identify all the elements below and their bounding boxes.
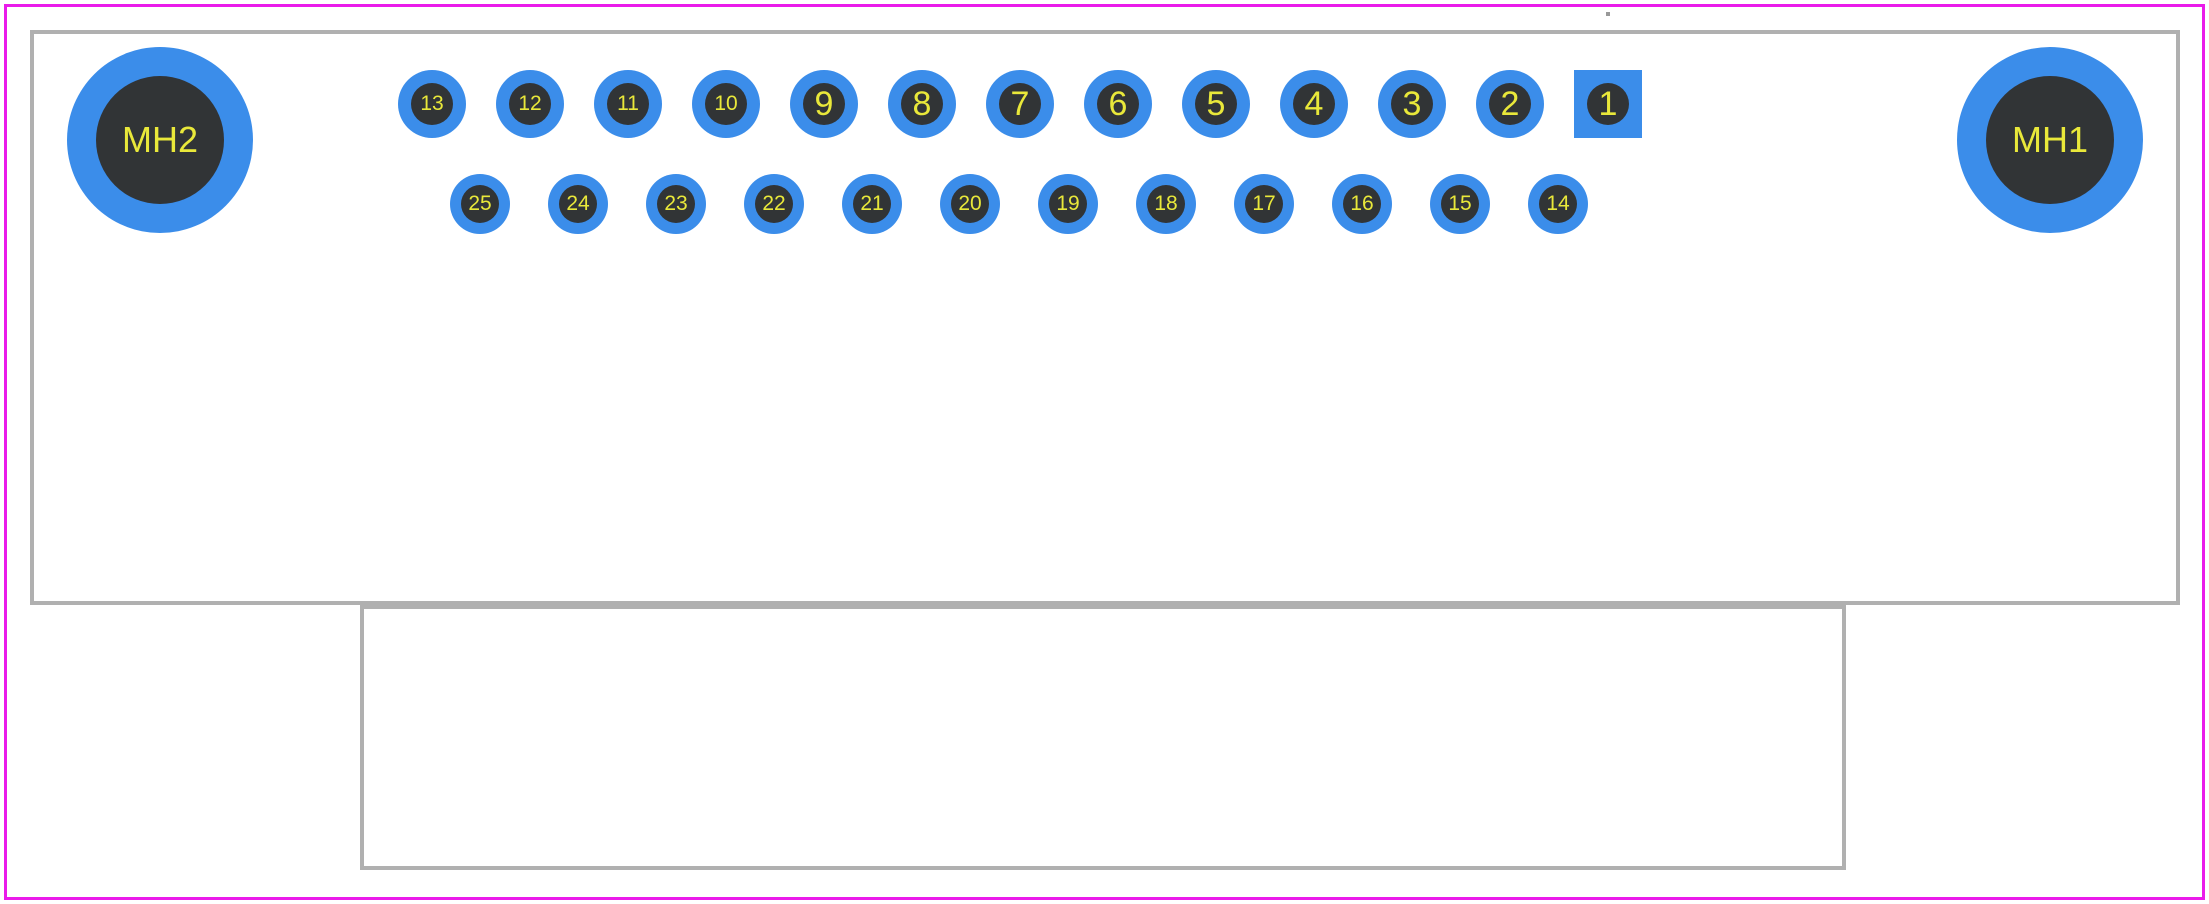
mounting-hole-mh2: MH2 — [67, 47, 253, 233]
pin-7-label: 7 — [1011, 85, 1030, 124]
pin-4-label: 4 — [1305, 85, 1324, 124]
pin-9: 9 — [790, 70, 858, 138]
pin-18-label: 18 — [1154, 192, 1177, 216]
pin-21-label: 21 — [860, 192, 883, 216]
pin-12: 12 — [496, 70, 564, 138]
pin-22-label: 22 — [762, 192, 785, 216]
mounting-hole-mh1-label: MH1 — [2012, 119, 2088, 161]
pin-15-label: 15 — [1448, 192, 1471, 216]
pin-17-label: 17 — [1252, 192, 1275, 216]
pin-3: 3 — [1378, 70, 1446, 138]
pin-24: 24 — [548, 174, 608, 234]
pin-16: 16 — [1332, 174, 1392, 234]
pin-17: 17 — [1234, 174, 1294, 234]
pin-13: 13 — [398, 70, 466, 138]
pin-5-label: 5 — [1207, 85, 1226, 124]
pin-25-label: 25 — [468, 192, 491, 216]
pin-16-label: 16 — [1350, 192, 1373, 216]
pin-23-label: 23 — [664, 192, 687, 216]
pin-19: 19 — [1038, 174, 1098, 234]
pin-3-label: 3 — [1403, 85, 1422, 124]
pin-22: 22 — [744, 174, 804, 234]
pin-11-label: 11 — [617, 92, 639, 116]
pin-6-label: 6 — [1109, 85, 1128, 124]
pin-19-label: 19 — [1056, 192, 1079, 216]
mounting-hole-mh1: MH1 — [1957, 47, 2143, 233]
pin-8-label: 8 — [913, 85, 932, 124]
pin-1-label: 1 — [1599, 85, 1618, 124]
pin-25: 25 — [450, 174, 510, 234]
pin-5: 5 — [1182, 70, 1250, 138]
pin-7: 7 — [986, 70, 1054, 138]
pin-23: 23 — [646, 174, 706, 234]
pin-10: 10 — [692, 70, 760, 138]
pin-21: 21 — [842, 174, 902, 234]
pin-4: 4 — [1280, 70, 1348, 138]
pcb-footprint-canvas: MH2MH11312111098765432125242322212019181… — [0, 0, 2209, 904]
pin-24-label: 24 — [566, 192, 589, 216]
pin-1: 1 — [1574, 70, 1642, 138]
pin-8: 8 — [888, 70, 956, 138]
origin-marker — [1606, 12, 1610, 16]
pin-2: 2 — [1476, 70, 1544, 138]
courtyard-outline-1 — [360, 605, 1846, 870]
pin-20-label: 20 — [958, 192, 981, 216]
mounting-hole-mh2-label: MH2 — [122, 119, 198, 161]
pin-18: 18 — [1136, 174, 1196, 234]
pin-20: 20 — [940, 174, 1000, 234]
pin-14-label: 14 — [1546, 192, 1569, 216]
pin-13-label: 13 — [420, 92, 443, 116]
pin-14: 14 — [1528, 174, 1588, 234]
pin-9-label: 9 — [815, 85, 834, 124]
pin-12-label: 12 — [518, 92, 541, 116]
pin-11: 11 — [594, 70, 662, 138]
pin-15: 15 — [1430, 174, 1490, 234]
pin-2-label: 2 — [1501, 85, 1520, 124]
pin-6: 6 — [1084, 70, 1152, 138]
pin-10-label: 10 — [714, 92, 737, 116]
